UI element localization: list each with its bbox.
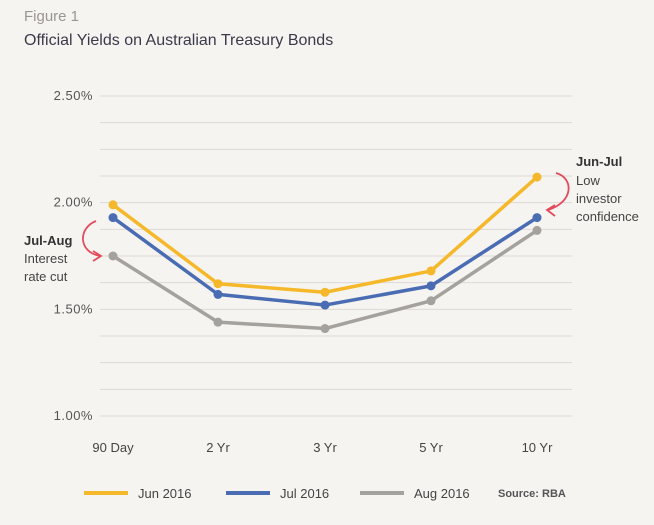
data-point — [320, 300, 330, 310]
data-point — [213, 317, 223, 327]
data-point — [108, 251, 118, 261]
series-lines — [108, 172, 542, 334]
arrow-head — [92, 250, 103, 262]
y-tick-label: 2.00% — [54, 195, 93, 210]
annotation-title: Jun-Jul — [576, 154, 622, 169]
figure-label: Figure 1 — [24, 8, 80, 25]
annotation-text: Low — [576, 173, 600, 188]
y-tick-label: 1.50% — [54, 301, 93, 316]
data-point — [320, 287, 330, 297]
data-point — [426, 266, 436, 276]
chart-title: Official Yields on Australian Treasury B… — [24, 32, 334, 49]
data-point — [213, 289, 223, 299]
annotation-text: rate cut — [24, 269, 68, 284]
x-tick-label: 2 Yr — [206, 440, 230, 455]
annotation-arrow — [82, 220, 101, 257]
series-line — [111, 175, 539, 295]
legend-label: Jul 2016 — [280, 486, 329, 501]
data-point — [320, 324, 330, 334]
annotation-text: Interest — [24, 251, 68, 266]
y-axis-ticks: 2.50% 2.00% 1.50% 1.00% — [54, 88, 93, 423]
data-point — [532, 225, 542, 235]
x-tick-label: 10 Yr — [522, 440, 554, 455]
x-tick-label: 3 Yr — [313, 440, 337, 455]
x-tick-label: 90 Day — [92, 440, 134, 455]
legend-label: Aug 2016 — [414, 486, 470, 501]
legend-label: Jun 2016 — [138, 486, 192, 501]
data-point — [426, 296, 436, 306]
annotations: Jul-Aug Interest rate cut Jun-Jul Low investo… — [24, 154, 639, 284]
y-tick-label: 1.00% — [54, 408, 93, 423]
y-tick-label: 2.50% — [54, 88, 93, 103]
gridlines — [100, 95, 572, 417]
data-point — [213, 279, 223, 289]
annotation-title: Jul-Aug — [24, 233, 72, 248]
legend: Jun 2016 Jul 2016 Aug 2016 — [84, 486, 470, 501]
annotation-text: confidence — [576, 209, 639, 224]
x-tick-label: 5 Yr — [419, 440, 443, 455]
source-note: Source: RBA — [498, 488, 566, 500]
series-line — [112, 228, 538, 331]
annotation-text: investor — [576, 191, 622, 206]
data-point — [532, 172, 542, 182]
arrow-head — [545, 204, 556, 217]
annotation-arrow — [547, 172, 570, 211]
data-point — [108, 200, 118, 210]
x-axis-ticks: 90 Day 2 Yr 3 Yr 5 Yr 10 Yr — [92, 440, 553, 455]
data-point — [108, 213, 118, 223]
data-point — [426, 281, 436, 291]
data-point — [532, 213, 542, 223]
